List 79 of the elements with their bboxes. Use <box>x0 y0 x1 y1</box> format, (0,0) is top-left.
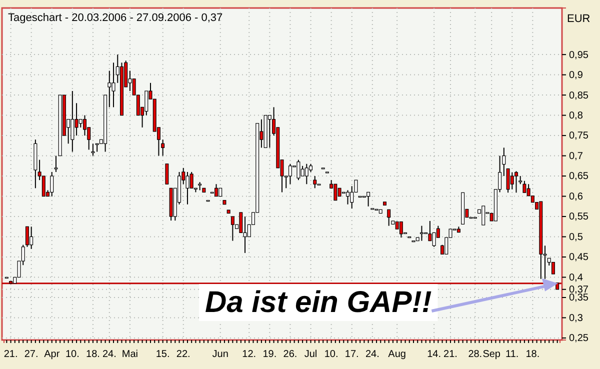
y-tick-label: 0,55 <box>569 212 589 223</box>
x-tick-label: 12. <box>242 349 256 360</box>
y-tick-label: 0,5 <box>569 232 584 243</box>
candlestick <box>366 192 370 207</box>
candlestick <box>268 114 272 148</box>
y-tick-label: 0,9 <box>569 70 584 82</box>
x-tick-label: 18. <box>526 349 540 360</box>
candlestick <box>70 90 74 152</box>
candlestick <box>420 225 424 242</box>
y-tick-label: 0,75 <box>569 130 589 142</box>
candlestick <box>432 232 436 248</box>
x-tick-label: 24. <box>102 349 116 360</box>
x-tick-label: 19. <box>262 349 277 360</box>
y-tick-label: 0,35 <box>569 292 589 304</box>
x-tick-label: 17. <box>344 349 359 360</box>
candlestick <box>300 165 304 177</box>
candlestick <box>387 209 391 226</box>
x-tick-label: Aug <box>388 349 406 360</box>
y-axis-title: EUR <box>567 13 590 25</box>
x-tick-label: 21. <box>4 349 18 360</box>
candlestick <box>54 155 58 172</box>
candlestick <box>313 176 317 189</box>
candlestick <box>288 163 292 185</box>
y-tick-label: 0,95 <box>569 50 589 61</box>
candlestick <box>186 171 190 205</box>
candlestick <box>243 216 247 254</box>
x-tick-label: 10. <box>324 349 338 360</box>
candlestick <box>161 139 165 156</box>
x-tick-label: 27. <box>24 349 38 360</box>
x-tick-label: Sep <box>482 349 501 360</box>
x-tick-label: 10. <box>65 349 80 360</box>
candlestick <box>50 171 54 197</box>
candlestick <box>304 163 308 185</box>
candlestick <box>83 114 86 136</box>
annotation: Da ist ein GAP!! <box>205 286 432 319</box>
candlestick <box>190 171 194 189</box>
candlestick <box>334 184 338 201</box>
x-tick-label: Mai <box>122 349 138 360</box>
candlestick <box>296 159 300 181</box>
x-tick-label: 18. <box>86 349 100 360</box>
y-tick-label: 0,4 <box>569 272 584 284</box>
candlestick <box>551 262 555 274</box>
x-tick-label: Apr <box>44 349 60 360</box>
candlestick <box>230 216 234 242</box>
candlestick <box>108 70 112 108</box>
candlestick <box>165 163 169 185</box>
x-tick-label: Jun <box>212 349 228 360</box>
x-tick-label: 22. <box>176 349 190 360</box>
x-tick-label: 15. <box>156 349 170 360</box>
x-tick-label: Jul <box>304 349 318 360</box>
x-tick-label: 28. <box>468 349 482 360</box>
y-tick-label: 0,8 <box>569 110 584 122</box>
candlestick <box>522 180 526 194</box>
chart-title: Tageschart - 20.03.2006 - 27.09.2006 - 0,37 <box>8 12 223 24</box>
y-tick-label: 0,6 <box>569 191 584 202</box>
candlestick <box>214 184 218 197</box>
x-tick-label: 14. <box>427 349 441 360</box>
x-tick-label: 21. <box>444 349 458 360</box>
candlestick <box>514 170 518 194</box>
y-tick-label: 0,3 <box>569 312 584 324</box>
y-tick-label: 0,65 <box>569 171 589 182</box>
candlestick <box>42 176 46 197</box>
candlestick <box>239 212 243 234</box>
x-tick-label: 24. <box>365 349 380 360</box>
candlestick <box>482 206 486 226</box>
y-tick-label: 0,85 <box>569 90 589 102</box>
candlestick <box>74 102 78 136</box>
x-tick-label: 26. <box>283 349 298 360</box>
candlestick <box>506 168 510 194</box>
candlestick <box>399 221 403 238</box>
y-tick-label: 0,25 <box>569 333 589 344</box>
candlestick <box>144 90 148 116</box>
candlestick <box>30 226 34 250</box>
candlestick <box>91 143 95 156</box>
candlestick <box>346 190 350 205</box>
y-tick-label: 0,7 <box>569 150 584 162</box>
x-tick-label: 11. <box>506 349 519 360</box>
candlestick <box>510 172 514 190</box>
y-tick-label: 0,45 <box>569 252 589 264</box>
